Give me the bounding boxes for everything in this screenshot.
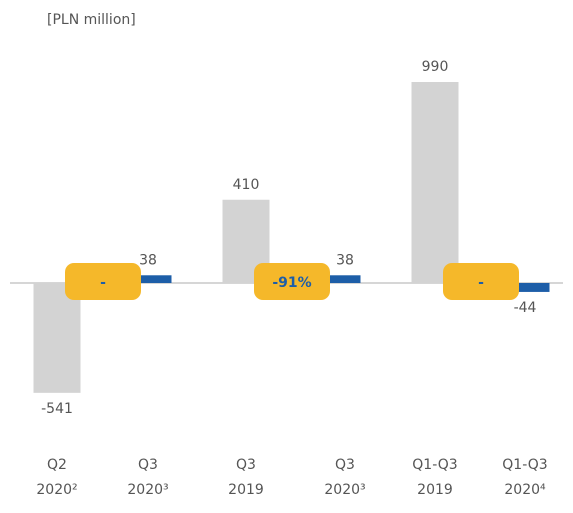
bar xyxy=(140,275,172,283)
annotation-text: - xyxy=(478,275,484,291)
value-label: 38 xyxy=(139,252,157,268)
x-tick-label: Q3 xyxy=(138,457,158,473)
bar xyxy=(329,275,361,283)
x-tick-label: 2019 xyxy=(417,482,453,498)
bar xyxy=(411,82,459,283)
value-label: 410 xyxy=(233,177,260,193)
annotation-badge xyxy=(65,263,141,300)
unit-label: [PLN million] xyxy=(47,12,136,28)
x-tick-label: Q2 xyxy=(47,457,67,473)
bar xyxy=(518,283,550,292)
annotation-badge xyxy=(254,263,330,300)
value-label: -541 xyxy=(41,401,73,417)
x-tick-label: Q3 xyxy=(335,457,355,473)
x-tick-label: 2020⁴ xyxy=(504,482,546,498)
x-tick-label: 2020³ xyxy=(324,482,365,498)
value-label: 38 xyxy=(336,252,354,268)
x-tick-label: 2020² xyxy=(36,482,77,498)
x-tick-label: 2020³ xyxy=(127,482,168,498)
annotation-badge xyxy=(443,263,519,300)
value-label: 990 xyxy=(422,59,449,75)
x-tick-label: 2019 xyxy=(228,482,264,498)
bar xyxy=(33,283,81,393)
annotation-text: -91% xyxy=(272,275,311,291)
x-tick-label: Q1-Q3 xyxy=(502,457,547,473)
x-tick-label: Q1-Q3 xyxy=(412,457,457,473)
annotation-text: - xyxy=(100,275,106,291)
x-tick-label: Q3 xyxy=(236,457,256,473)
value-label: -44 xyxy=(514,300,537,316)
